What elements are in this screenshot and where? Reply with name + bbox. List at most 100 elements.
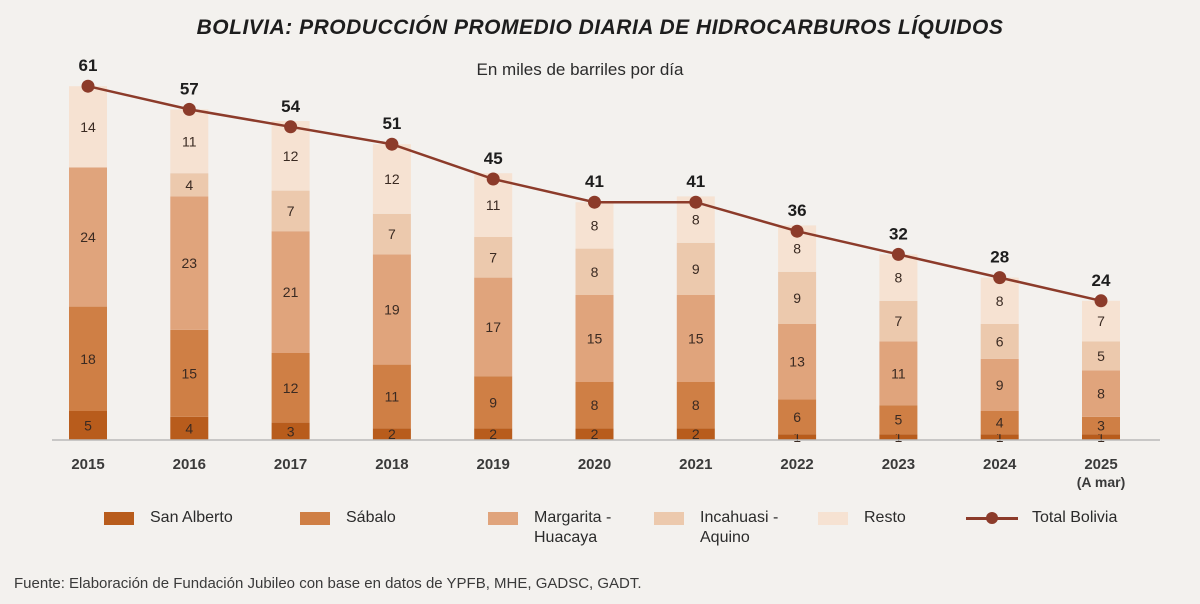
bar-label-margarita-huacaya-2015: 24 bbox=[80, 229, 96, 245]
x-tick-label-2018: 2018 bbox=[375, 456, 408, 473]
bar-san-alberto-2020 bbox=[575, 428, 614, 440]
x-tick-label-2016: 2016 bbox=[173, 456, 206, 473]
bar-san-alberto-2018 bbox=[372, 428, 411, 440]
chart-legend: San Alberto Sábalo Margarita - Huacaya I… bbox=[0, 508, 1200, 558]
total-bolivia-label-2017: 54 bbox=[281, 97, 300, 116]
bar-sabalo-2017 bbox=[271, 353, 310, 423]
bar-label-incahuasi-aquino-2023: 7 bbox=[895, 313, 903, 329]
total-bolivia-point-2022 bbox=[790, 224, 804, 238]
bar-label-incahuasi-aquino-2025: 5 bbox=[1097, 348, 1105, 364]
x-tick-label-2017: 2017 bbox=[274, 456, 307, 473]
total-bolivia-label-2021: 41 bbox=[686, 172, 705, 191]
legend-item-incahuasi-aquino: Incahuasi - Aquino bbox=[654, 508, 810, 548]
bar-label-san-alberto-2016: 4 bbox=[185, 420, 193, 436]
total-bolivia-label-2025: 24 bbox=[1092, 271, 1111, 290]
bar-resto-2025 bbox=[1082, 300, 1120, 342]
bar-label-incahuasi-aquino-2019: 7 bbox=[489, 249, 497, 265]
bar-label-san-alberto-2018: 2 bbox=[388, 426, 396, 442]
bar-incahuasi-aquino-2024 bbox=[980, 324, 1019, 359]
bar-margarita-huacaya-2017 bbox=[271, 231, 310, 353]
chart-title: BOLIVIA: PRODUCCIÓN PROMEDIO DIARIA DE H… bbox=[196, 16, 1004, 39]
bar-sabalo-2020 bbox=[575, 382, 614, 429]
legend-swatch-resto bbox=[818, 512, 848, 525]
bar-resto-2015 bbox=[69, 86, 107, 168]
bar-label-sabalo-2023: 5 bbox=[895, 412, 903, 428]
bar-margarita-huacaya-2021 bbox=[676, 295, 715, 382]
bar-margarita-huacaya-2018 bbox=[372, 254, 411, 365]
bar-san-alberto-2022 bbox=[778, 434, 817, 440]
bar-label-sabalo-2017: 12 bbox=[283, 380, 299, 396]
bar-san-alberto-2025 bbox=[1082, 434, 1120, 440]
bar-label-resto-2021: 8 bbox=[692, 212, 700, 228]
bar-label-sabalo-2019: 9 bbox=[489, 394, 497, 410]
total-bolivia-point-2025 bbox=[1094, 294, 1108, 308]
bar-resto-2016 bbox=[170, 109, 209, 174]
bar-label-incahuasi-aquino-2020: 8 bbox=[591, 264, 599, 280]
x-tick-label-2025: 2025 bbox=[1084, 456, 1117, 473]
x-tick-sublabel-2025: (A mar) bbox=[1077, 474, 1126, 490]
legend-item-sabalo: Sábalo bbox=[300, 508, 396, 528]
bar-label-incahuasi-aquino-2018: 7 bbox=[388, 226, 396, 242]
chart-subtitle: En miles de barriles por día bbox=[476, 60, 684, 79]
total-bolivia-point-2021 bbox=[689, 195, 703, 209]
bar-margarita-huacaya-2022 bbox=[778, 324, 817, 400]
bar-sabalo-2016 bbox=[170, 329, 209, 417]
x-tick-label-2021: 2021 bbox=[679, 456, 712, 473]
total-bolivia-label-2016: 57 bbox=[180, 79, 199, 98]
bar-label-margarita-huacaya-2020: 15 bbox=[587, 331, 603, 347]
bar-margarita-huacaya-2019 bbox=[474, 277, 513, 377]
bar-label-sabalo-2020: 8 bbox=[591, 397, 599, 413]
x-tick-label-2020: 2020 bbox=[578, 456, 611, 473]
total-bolivia-label-2019: 45 bbox=[484, 149, 503, 168]
bar-label-resto-2024: 8 bbox=[996, 293, 1004, 309]
legend-item-total-bolivia: Total Bolivia bbox=[966, 508, 1117, 528]
bar-label-san-alberto-2015: 5 bbox=[84, 418, 92, 434]
legend-swatch-san-alberto bbox=[104, 512, 134, 525]
bar-label-resto-2015: 14 bbox=[80, 119, 96, 135]
bar-label-san-alberto-2024: 1 bbox=[996, 429, 1004, 445]
x-tick-label-2015: 2015 bbox=[71, 456, 104, 473]
total-bolivia-label-2023: 32 bbox=[889, 224, 908, 243]
bar-sabalo-2024 bbox=[980, 411, 1019, 435]
bar-label-incahuasi-aquino-2016: 4 bbox=[185, 177, 193, 193]
legend-item-san-alberto: San Alberto bbox=[104, 508, 233, 528]
bar-resto-2020 bbox=[575, 202, 614, 249]
bar-san-alberto-2021 bbox=[676, 428, 715, 440]
bar-label-san-alberto-2019: 2 bbox=[489, 426, 497, 442]
total-bolivia-label-2024: 28 bbox=[990, 248, 1009, 267]
bar-incahuasi-aquino-2019 bbox=[474, 237, 513, 278]
bar-label-sabalo-2024: 4 bbox=[996, 415, 1004, 431]
bar-label-sabalo-2015: 18 bbox=[80, 351, 96, 367]
bar-incahuasi-aquino-2021 bbox=[676, 242, 715, 295]
legend-label-incahuasi-aquino: Incahuasi - Aquino bbox=[700, 509, 779, 546]
legend-line-marker bbox=[986, 512, 998, 524]
bar-label-resto-2017: 12 bbox=[283, 148, 299, 164]
legend-label-sabalo: Sábalo bbox=[346, 509, 396, 526]
bar-label-resto-2020: 8 bbox=[591, 217, 599, 233]
total-bolivia-point-2019 bbox=[486, 172, 500, 186]
source-note: Fuente: Elaboración de Fundación Jubileo… bbox=[14, 575, 642, 592]
x-tick-label-2024: 2024 bbox=[983, 456, 1017, 473]
bar-sabalo-2018 bbox=[372, 364, 411, 429]
bar-label-san-alberto-2021: 2 bbox=[692, 426, 700, 442]
bar-sabalo-2022 bbox=[778, 399, 817, 435]
bar-margarita-huacaya-2023 bbox=[879, 341, 918, 406]
bar-label-resto-2023: 8 bbox=[895, 270, 903, 286]
legend-line-total-bolivia bbox=[966, 508, 1018, 528]
bar-san-alberto-2019 bbox=[474, 428, 513, 440]
total-bolivia-label-2018: 51 bbox=[382, 114, 401, 133]
bar-label-resto-2016: 11 bbox=[182, 133, 197, 149]
bar-margarita-huacaya-2020 bbox=[575, 295, 614, 382]
bar-label-margarita-huacaya-2017: 21 bbox=[283, 284, 299, 300]
bar-label-san-alberto-2022: 1 bbox=[793, 429, 801, 445]
bar-san-alberto-2024 bbox=[980, 434, 1019, 440]
legend-label-san-alberto: San Alberto bbox=[150, 509, 233, 526]
x-tick-label-2022: 2022 bbox=[780, 456, 813, 473]
chart-svg: 5182414415234113122171221119712291771128… bbox=[52, 56, 1160, 490]
bar-san-alberto-2017 bbox=[271, 422, 310, 440]
bar-label-sabalo-2022: 6 bbox=[793, 409, 801, 425]
bar-label-margarita-huacaya-2019: 17 bbox=[485, 319, 501, 335]
bar-label-sabalo-2018: 11 bbox=[385, 389, 400, 405]
bar-label-margarita-huacaya-2022: 13 bbox=[789, 354, 805, 370]
bar-sabalo-2023 bbox=[879, 405, 918, 435]
